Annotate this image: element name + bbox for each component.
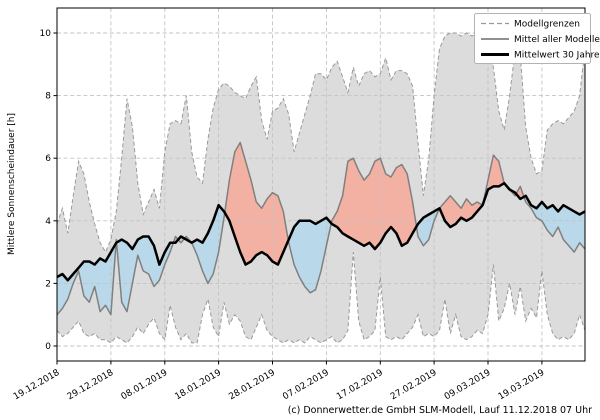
footer-credit: (c) Donnerwetter.de GmbH SLM-Modell, Lau… bbox=[288, 405, 592, 416]
legend-label-mean30: Mittelwert 30 Jahre bbox=[514, 51, 600, 61]
x-tick-label: 19.12.2018 bbox=[12, 368, 62, 403]
y-tick-label: 4 bbox=[45, 217, 51, 227]
x-tick-label: 09.03.2019 bbox=[443, 368, 493, 403]
x-tick-label: 28.01.2019 bbox=[227, 368, 277, 403]
x-tick-label: 18.01.2019 bbox=[173, 368, 223, 403]
y-tick-label: 6 bbox=[45, 154, 51, 164]
below-normal-area bbox=[288, 217, 332, 293]
x-tick-label: 17.02.2019 bbox=[335, 368, 385, 403]
model-upper-bound-line bbox=[56, 32, 586, 254]
mean-30-years-line bbox=[56, 181, 586, 282]
y-axis-label: Mittlere Sonnenscheindauer [h] bbox=[7, 113, 17, 255]
y-tick-label: 2 bbox=[45, 279, 51, 289]
above-normal-area bbox=[439, 155, 510, 228]
y-tick-label: 8 bbox=[45, 92, 51, 102]
plot-frame bbox=[56, 7, 586, 362]
legend-label-model-mean: Mittel aller Modelle bbox=[514, 35, 600, 45]
x-tick-label: 07.02.2019 bbox=[281, 368, 331, 403]
below-normal-area bbox=[191, 205, 225, 284]
data-lines bbox=[56, 32, 586, 344]
x-tick-label: 08.01.2019 bbox=[120, 368, 170, 403]
below-normal-area bbox=[116, 236, 174, 312]
y-tick-label: 0 bbox=[45, 342, 51, 352]
x-tick-label: 29.12.2018 bbox=[66, 368, 116, 403]
y-tick-label: 10 bbox=[40, 29, 52, 39]
x-tick-label: 27.02.2019 bbox=[389, 368, 439, 403]
x-tick-label: 19.03.2019 bbox=[497, 368, 547, 403]
legend-label-model-bounds: Modellgrenzen bbox=[514, 20, 580, 30]
legend-box bbox=[474, 13, 591, 64]
model-lower-bound-line bbox=[56, 252, 586, 344]
below-normal-area bbox=[416, 208, 440, 246]
model-band-and-anomaly-fills bbox=[57, 33, 585, 343]
model-mean-line bbox=[56, 141, 586, 316]
model-spread-band bbox=[57, 33, 585, 343]
legend: Modellgrenzen Mittel aller Modelle Mitte… bbox=[474, 13, 600, 64]
above-normal-area bbox=[331, 158, 417, 249]
below-normal-area bbox=[57, 243, 116, 315]
grid-lines bbox=[56, 8, 585, 361]
